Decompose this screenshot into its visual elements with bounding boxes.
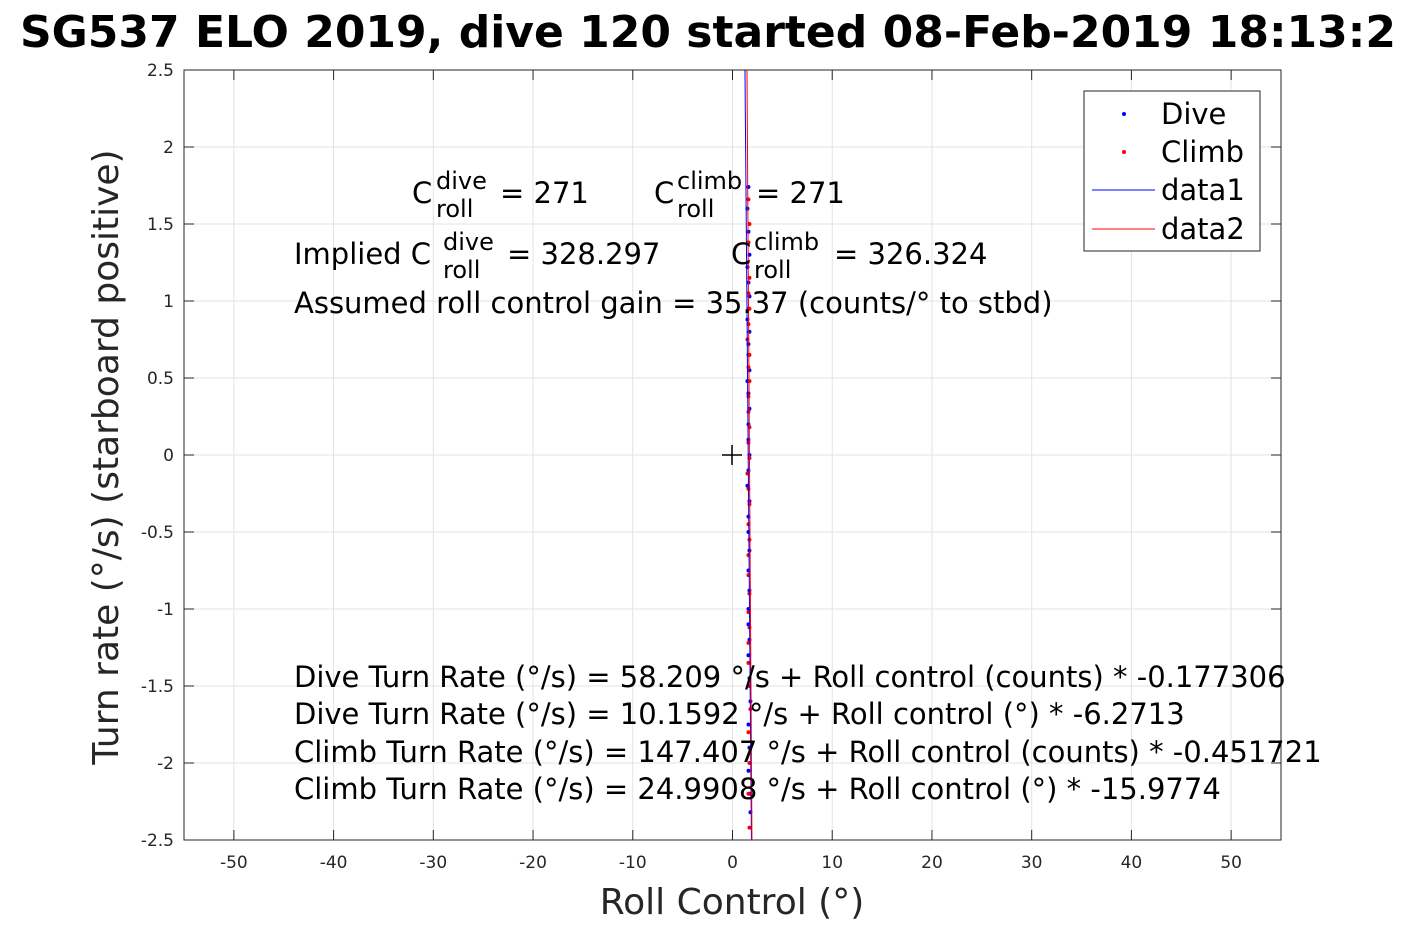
y-tick-label: -2.5 xyxy=(141,831,174,851)
climb-point xyxy=(746,730,751,735)
c-climb-val: = 271 xyxy=(756,176,845,210)
implied-climb-sub: roll xyxy=(754,256,791,284)
x-tick-label: -50 xyxy=(220,853,248,873)
chart-title: SG537 ELO 2019, dive 120 started 08-Feb-… xyxy=(20,7,1396,58)
annotation-gain: Assumed roll control gain = 35.37 (count… xyxy=(294,286,1053,320)
climb-point xyxy=(746,394,751,399)
annotation-eq2: Dive Turn Rate (°/s) = 10.1592 °/s + Rol… xyxy=(294,697,1185,731)
climb-point xyxy=(747,537,752,542)
climb-point xyxy=(746,409,751,414)
annotation-eq1: Dive Turn Rate (°/s) = 58.209 °/s + Roll… xyxy=(294,660,1286,694)
y-tick-label: 1 xyxy=(163,292,174,312)
annotation-c-dive: C dive roll = 271 xyxy=(412,167,589,223)
y-tick-label: 0 xyxy=(163,446,174,466)
y-tick-label: -0.5 xyxy=(141,523,174,543)
legend-dive-marker xyxy=(1122,112,1126,116)
data1-fit-line xyxy=(744,69,752,841)
implied-prefix: Implied C xyxy=(294,237,431,271)
y-axis-label: Turn rate (°/s) (starboard positive) xyxy=(86,149,127,765)
annotation-eq3: Climb Turn Rate (°/s) = 147.407 °/s + Ro… xyxy=(294,735,1322,769)
svg-text:C: C xyxy=(412,176,432,210)
origin-marker xyxy=(722,445,742,465)
climb-point xyxy=(747,825,752,830)
legend-box xyxy=(1083,90,1261,252)
x-tick-label: -30 xyxy=(419,853,447,873)
implied-dive-val: = 328.297 xyxy=(507,237,660,271)
axis-ticks: -50 -40 -30 -20 -10 0 10 20 30 40 50-2.5-2-1.5-1-0… xyxy=(141,61,1281,873)
annotation-implied-climb: C climb roll = 326.324 xyxy=(731,228,987,284)
dive-point xyxy=(746,768,751,773)
climb-point xyxy=(747,352,752,357)
y-tick-label: -1.5 xyxy=(141,677,174,697)
dive-point xyxy=(746,185,751,190)
implied-climb-val: = 326.324 xyxy=(834,237,987,271)
x-tick-label: 0 xyxy=(727,853,738,873)
legend-data2-label: data2 xyxy=(1161,212,1245,246)
legend-entry-data2: data2 xyxy=(1092,212,1245,246)
dive-point xyxy=(746,722,751,727)
x-tick-label: 50 xyxy=(1220,853,1242,873)
legend-entry-data1: data1 xyxy=(1092,173,1245,207)
implied-climb-base: C xyxy=(731,237,751,271)
legend-climb-label: Climb xyxy=(1161,135,1244,169)
climb-point xyxy=(746,197,751,202)
x-tick-label: 10 xyxy=(821,853,843,873)
x-axis-label: Roll Control (°) xyxy=(600,882,865,923)
x-tick-label: -20 xyxy=(519,853,547,873)
legend-data1-label: data1 xyxy=(1161,173,1245,207)
x-tick-label: -40 xyxy=(320,853,348,873)
y-tick-label: 0.5 xyxy=(147,369,174,389)
y-tick-label: -2 xyxy=(157,754,174,774)
data2-fit-line xyxy=(746,69,753,841)
legend: Dive Climb data1 data2 xyxy=(1083,90,1261,252)
c-dive-base: C xyxy=(412,176,432,210)
implied-climb-sup: climb xyxy=(754,228,819,256)
x-tick-label: 30 xyxy=(1021,853,1043,873)
legend-dive-label: Dive xyxy=(1161,97,1226,131)
dive-point xyxy=(747,329,752,334)
annotation-eq4: Climb Turn Rate (°/s) = 24.9908 °/s + Ro… xyxy=(294,772,1221,806)
c-dive-sub: roll xyxy=(436,195,473,223)
plot-frame xyxy=(183,69,1282,841)
x-tick-label: 40 xyxy=(1121,853,1143,873)
annotation-implied-dive: Implied C dive roll = 328.297 xyxy=(294,228,660,284)
legend-entry-climb: Climb xyxy=(1122,135,1244,169)
c-climb-sup: climb xyxy=(677,167,742,195)
climb-point xyxy=(746,791,751,796)
implied-dive-sup: dive xyxy=(443,228,494,256)
y-tick-label: 2 xyxy=(163,138,174,158)
c-dive-sup: dive xyxy=(436,167,487,195)
y-tick-label: -1 xyxy=(157,600,174,620)
legend-entry-dive: Dive xyxy=(1122,97,1226,131)
implied-dive-sub: roll xyxy=(443,256,480,284)
x-tick-label: 20 xyxy=(921,853,943,873)
y-tick-label: 2.5 xyxy=(147,61,174,81)
x-tick-label: -10 xyxy=(619,853,647,873)
y-tick-label: 1.5 xyxy=(147,215,174,235)
annotation-c-climb: C climb roll = 271 xyxy=(654,167,845,223)
c-climb-sub: roll xyxy=(677,195,714,223)
c-climb-base: C xyxy=(654,176,674,210)
series-layer xyxy=(744,69,753,841)
c-dive-val: = 271 xyxy=(500,176,589,210)
legend-climb-marker xyxy=(1122,150,1126,154)
